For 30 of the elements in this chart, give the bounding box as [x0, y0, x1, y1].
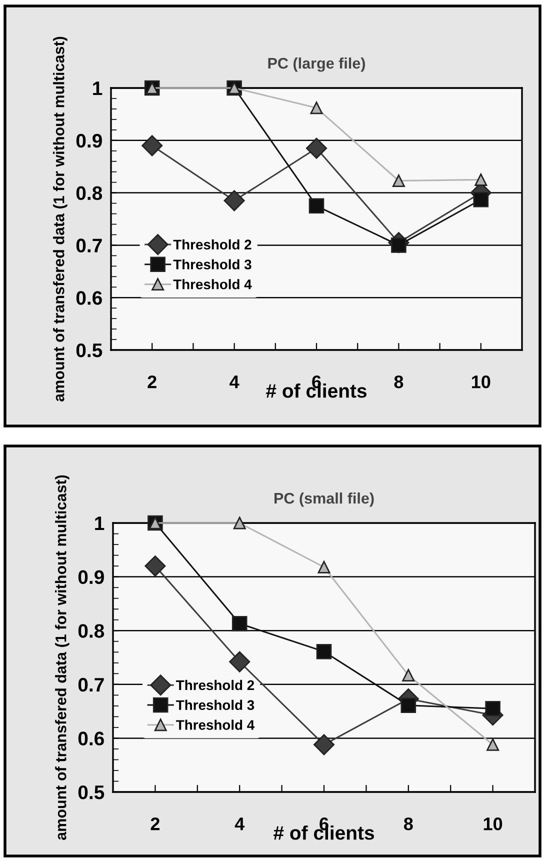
x-tick-label: 10: [484, 817, 502, 830]
y-tick-label: 1: [95, 516, 104, 530]
y-tick-label: 0.9: [76, 134, 102, 148]
y-axis-title: amount of transfered data (1 for without multicast): [53, 36, 68, 402]
y-tick-label: 0.6: [78, 732, 104, 746]
legend-label: Threshold 2: [173, 239, 252, 250]
legend-label: Threshold 2: [176, 680, 254, 690]
x-tick-label: 10: [472, 375, 490, 388]
x-tick-label: 4: [230, 376, 240, 388]
y-tick-label: 0.6: [76, 291, 102, 305]
chart-title: PC (large file): [268, 57, 365, 72]
y-tick-label: 1: [93, 82, 102, 96]
legend-label: Threshold 3: [176, 700, 254, 710]
legend-label: Threshold 4: [176, 720, 255, 730]
legend-label: Threshold 3: [173, 259, 252, 270]
legend-label: Threshold 4: [173, 279, 252, 290]
y-tick-label: 0.9: [78, 570, 104, 584]
y-axis-title: amount of transfered data (1 for without multicast): [55, 475, 70, 840]
x-tick-label: 8: [394, 375, 404, 388]
y-tick-label: 0.5: [76, 343, 102, 358]
x-tick-label: 4: [234, 818, 245, 830]
x-tick-label: 8: [404, 817, 413, 830]
x-tick-label: 2: [150, 817, 160, 830]
y-tick-label: 0.8: [78, 624, 104, 638]
y-tick-label: 0.5: [78, 785, 104, 800]
y-tick-label: 0.7: [76, 238, 102, 252]
x-tick-label: 2: [148, 375, 156, 388]
y-tick-label: 0.7: [78, 678, 104, 692]
chart-title: PC (small file): [274, 492, 374, 507]
y-tick-label: 0.8: [76, 186, 102, 200]
